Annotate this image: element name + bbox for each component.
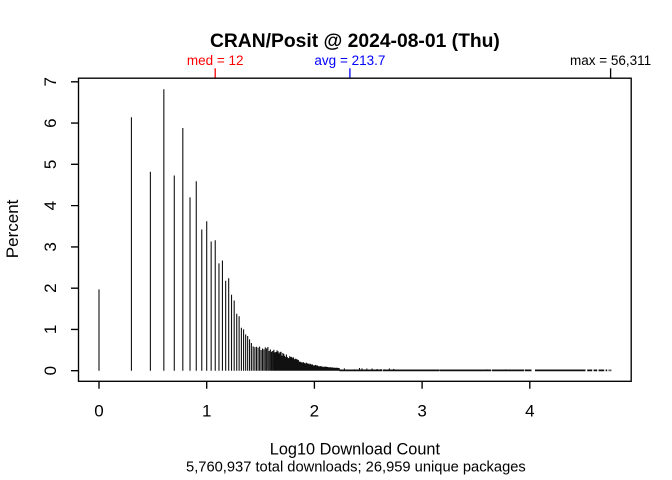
svg-text:2: 2 xyxy=(41,283,60,292)
svg-text:6: 6 xyxy=(41,118,60,127)
svg-text:Percent: Percent xyxy=(3,199,22,258)
svg-text:4: 4 xyxy=(525,402,534,421)
svg-text:1: 1 xyxy=(41,325,60,334)
svg-text:5: 5 xyxy=(41,160,60,169)
svg-text:5,760,937 total downloads; 26,: 5,760,937 total downloads; 26,959 unique… xyxy=(186,460,526,476)
svg-text:3: 3 xyxy=(41,242,60,251)
svg-text:4: 4 xyxy=(41,201,60,210)
svg-text:1: 1 xyxy=(202,402,211,421)
svg-text:CRAN/Posit @ 2024-08-01 (Thu): CRAN/Posit @ 2024-08-01 (Thu) xyxy=(210,31,500,52)
svg-text:0: 0 xyxy=(41,366,60,375)
svg-text:avg = 213.7: avg = 213.7 xyxy=(314,53,385,68)
svg-text:max = 56,311: max = 56,311 xyxy=(570,53,651,68)
svg-text:3: 3 xyxy=(417,402,426,421)
svg-text:7: 7 xyxy=(41,77,60,86)
svg-text:med = 12: med = 12 xyxy=(187,53,244,68)
svg-text:0: 0 xyxy=(94,402,103,421)
svg-text:Log10 Download Count: Log10 Download Count xyxy=(270,441,441,459)
svg-text:2: 2 xyxy=(310,402,319,421)
